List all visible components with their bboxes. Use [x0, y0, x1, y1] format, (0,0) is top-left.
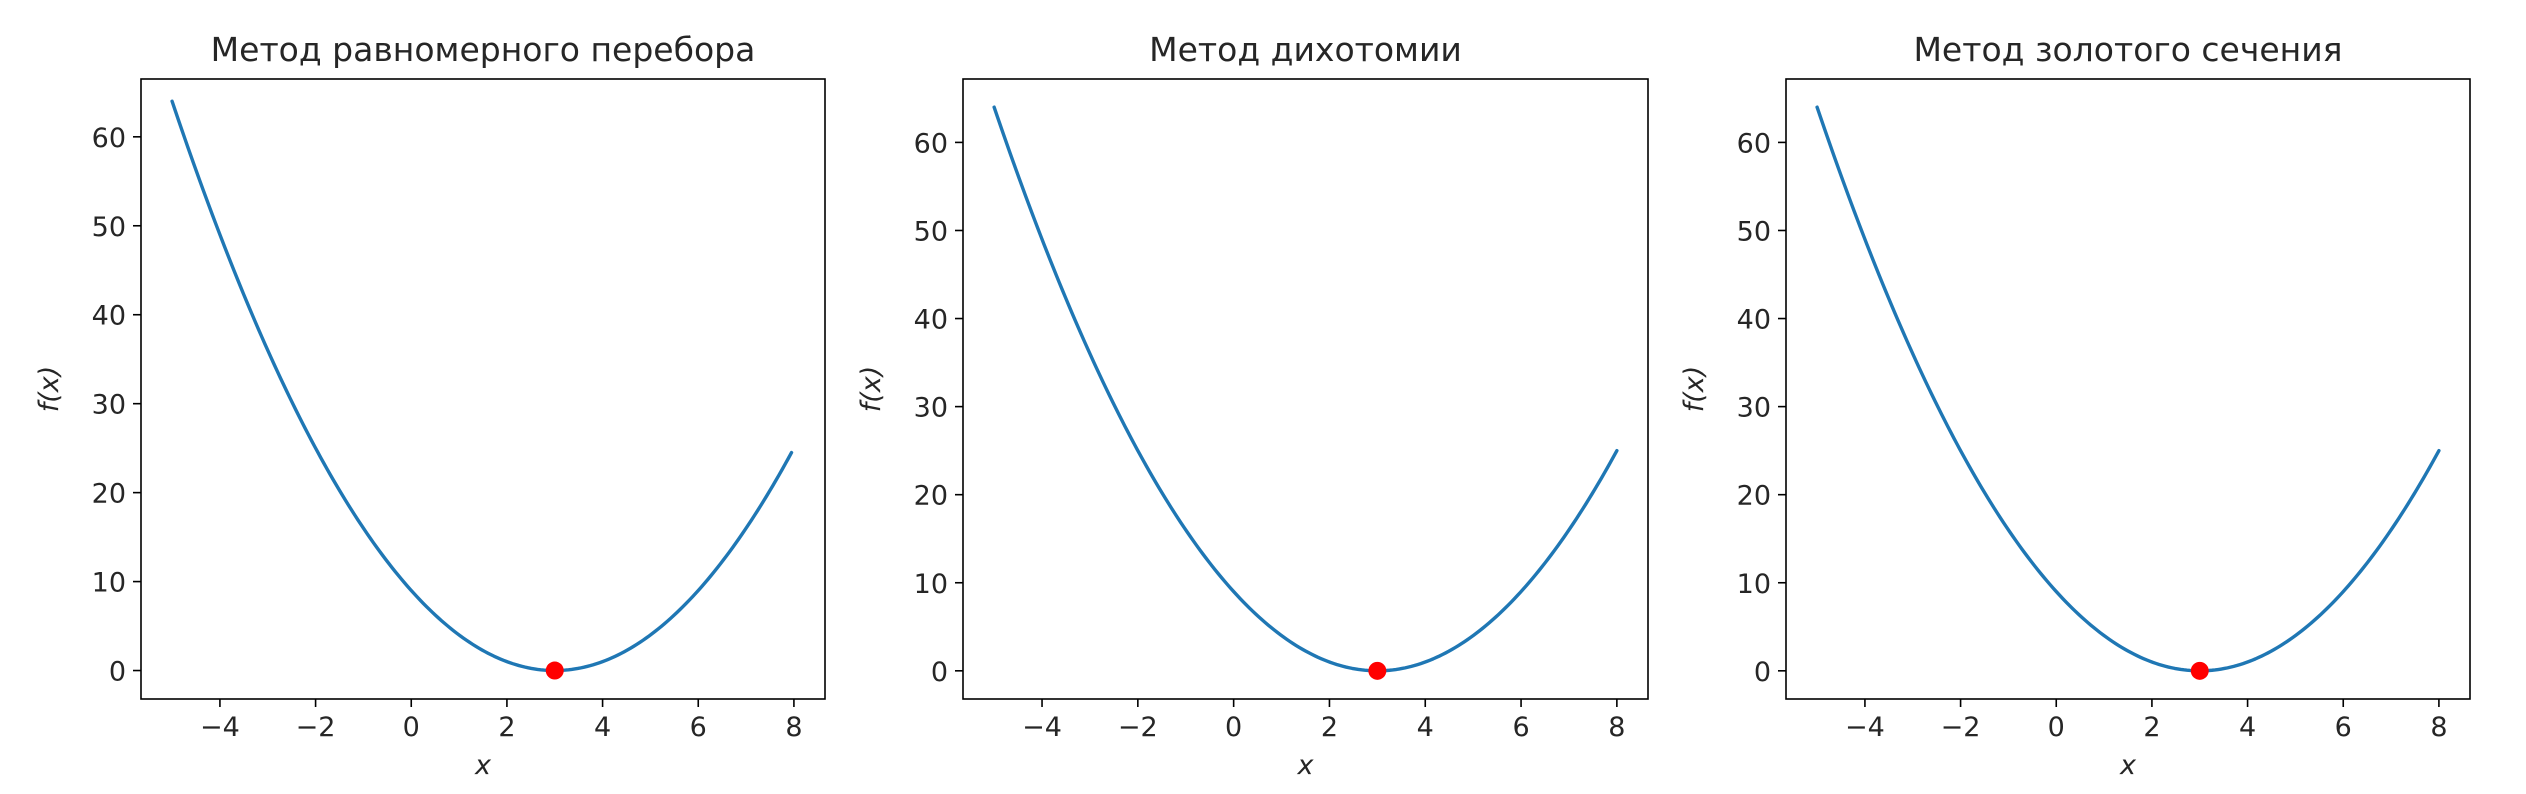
- x-tick-label: −4: [1022, 712, 1062, 743]
- y-tick-label: 10: [914, 569, 948, 600]
- y-tick-label: 30: [1737, 393, 1771, 424]
- x-tick-label: −4: [1845, 712, 1885, 743]
- x-tick-label: 4: [2239, 712, 2256, 743]
- y-tick-label: 10: [1737, 569, 1771, 600]
- y-tick-label: 50: [92, 212, 126, 243]
- x-tick-label: 0: [2048, 712, 2065, 743]
- chart-panel-3: −4 −2 0 2 4 6 8 0 10 20 30 40 50 60 Метод золотого сеч…: [1679, 30, 2471, 781]
- y-tick-label: 60: [92, 123, 126, 154]
- y-tick-label: 50: [1737, 216, 1771, 247]
- chart-title: Метод золотого сечения: [1913, 30, 2342, 69]
- y-tick-label: 60: [1737, 128, 1771, 159]
- axes-frame: [140, 78, 826, 700]
- y-tick-label: 20: [92, 479, 126, 510]
- y-tick-label: 10: [92, 568, 126, 599]
- x-tick-label: 8: [785, 712, 802, 743]
- x-tick-label: −2: [296, 712, 336, 743]
- y-tick-label: 40: [92, 301, 126, 332]
- y-tick-label: 0: [1754, 657, 1771, 688]
- x-tick-label: 2: [498, 712, 515, 743]
- x-tick-label: 2: [2143, 712, 2160, 743]
- x-tick-label: 6: [1512, 712, 1529, 743]
- y-tick-label: 30: [914, 393, 948, 424]
- x-tick-label: 4: [1417, 712, 1434, 743]
- chart-panel-2: −4 −2 0 2 4 6 8 0 10 20 30 40 50 60 Метод дихотомии x f(…: [856, 30, 1649, 781]
- y-tick-label: 20: [1737, 481, 1771, 512]
- chart-title: Метод дихотомии: [1149, 30, 1462, 69]
- series-line: [992, 105, 1619, 673]
- x-axis-label: x: [474, 750, 492, 781]
- minimum-point: [2190, 661, 2209, 680]
- y-axis-label: f(x): [1679, 366, 1710, 413]
- y-tick-label: 0: [931, 657, 948, 688]
- x-tick-label: 0: [403, 712, 420, 743]
- y-tick-label: 20: [914, 481, 948, 512]
- chart-title: Метод равномерного перебора: [211, 30, 756, 69]
- y-tick-label: 60: [914, 128, 948, 159]
- x-tick-label: −4: [200, 712, 240, 743]
- x-tick-label: 2: [1321, 712, 1338, 743]
- x-tick-label: 8: [1608, 712, 1625, 743]
- axes-frame: [1785, 78, 2471, 700]
- x-tick-label: 4: [594, 712, 611, 743]
- y-axis-label: f(x): [856, 366, 887, 413]
- x-tick-label: 6: [690, 712, 707, 743]
- y-tick-label: 40: [1737, 305, 1771, 336]
- minimum-point: [545, 661, 564, 680]
- x-tick-label: −2: [1118, 712, 1158, 743]
- y-axis-label: f(x): [34, 366, 65, 413]
- x-tick-label: 6: [2335, 712, 2352, 743]
- x-tick-label: 8: [2430, 712, 2447, 743]
- axes-frame: [962, 78, 1649, 700]
- x-axis-label: x: [2119, 750, 2137, 781]
- y-tick-label: 30: [92, 390, 126, 421]
- y-tick-label: 0: [109, 657, 126, 688]
- x-tick-label: 0: [1225, 712, 1242, 743]
- series-line: [170, 99, 794, 673]
- x-axis-label: x: [1297, 750, 1315, 781]
- series-line: [1815, 105, 2441, 673]
- y-tick-label: 40: [914, 305, 948, 336]
- chart-panel-1: −4 −2 0 2 4 6 8 0 10 20 30 40 50 60 Метод равномерного…: [34, 30, 826, 781]
- minimum-point: [1368, 661, 1387, 680]
- x-tick-label: −2: [1941, 712, 1981, 743]
- y-tick-label: 50: [914, 216, 948, 247]
